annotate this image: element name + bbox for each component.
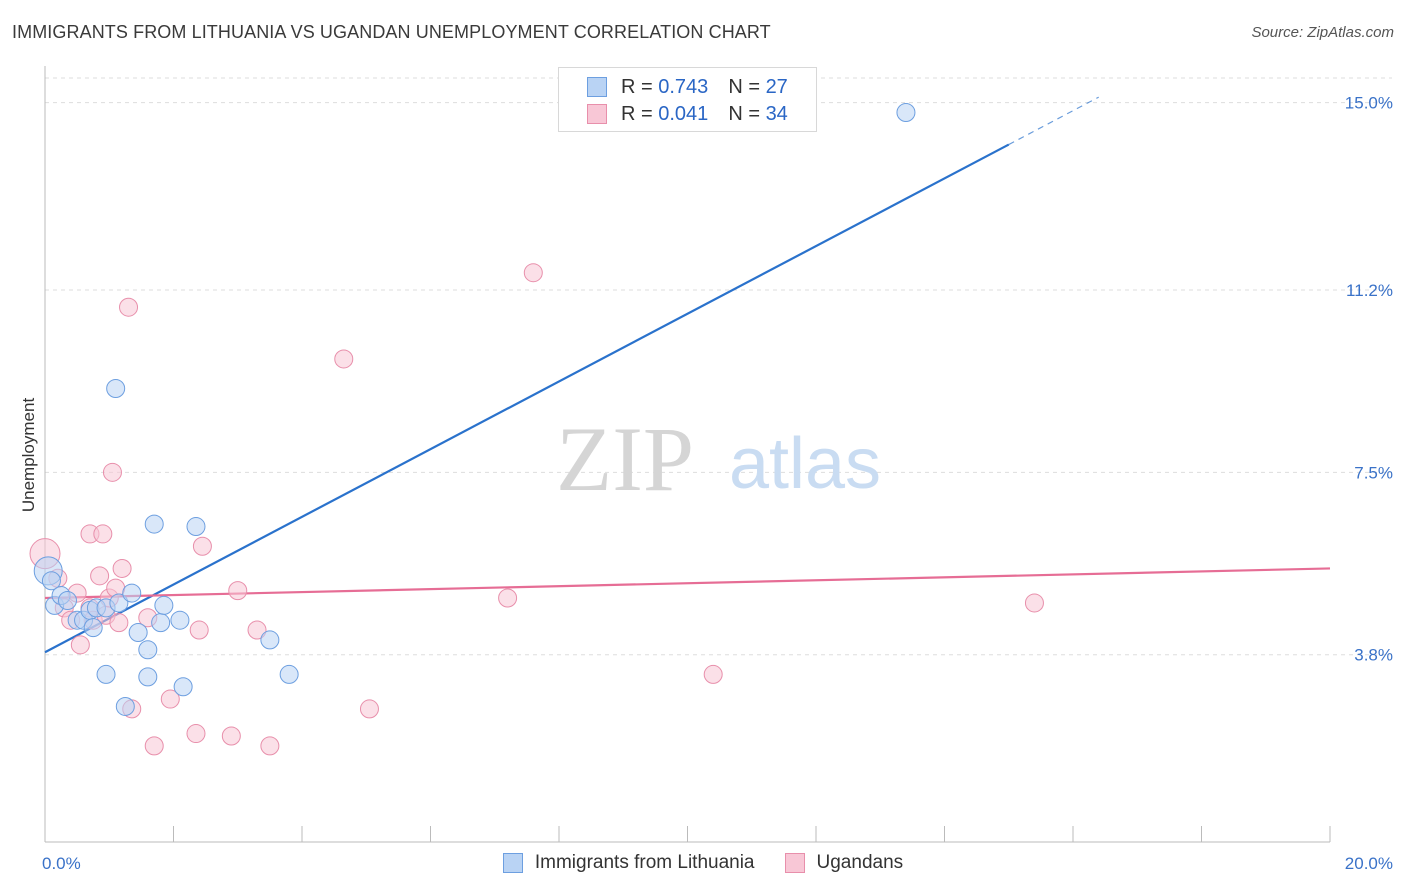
gridlines xyxy=(45,77,1392,656)
r-label: R = xyxy=(621,75,653,98)
n-value: 27 xyxy=(765,75,788,98)
legend-item-ugandans[interactable]: Ugandans xyxy=(784,852,904,874)
lithuania-point xyxy=(96,664,116,684)
watermark-atlas: atlas xyxy=(729,424,881,504)
stats-legend: R = 0.743 N = 27 R = 0.041 N = 34 xyxy=(558,67,817,132)
ugandans-point xyxy=(498,588,518,608)
r-value: 0.743 xyxy=(658,75,709,98)
ugandans-point xyxy=(523,263,543,283)
ugandans-point xyxy=(70,635,90,655)
trend-lines xyxy=(44,96,1331,654)
lithuania-trend-line xyxy=(44,143,1010,654)
lithuania-point xyxy=(115,696,135,716)
lithuania-point xyxy=(83,618,103,638)
stats-legend-row-ugandans: R = 0.041 N = 34 xyxy=(587,101,788,127)
lithuania-point xyxy=(128,623,148,643)
ugandans-point xyxy=(192,536,212,556)
ugandans-point xyxy=(112,558,132,578)
y-tick-label: 15.0% xyxy=(1345,94,1393,113)
ugandans-point xyxy=(189,620,209,640)
legend-label: Immigrants from Lithuania xyxy=(534,852,755,873)
chart-title: IMMIGRANTS FROM LITHUANIA VS UGANDAN UNE… xyxy=(12,22,771,42)
lithuania-point xyxy=(173,677,193,697)
n-value: 34 xyxy=(765,102,788,125)
r-value: 0.041 xyxy=(658,102,709,125)
n-label: N = xyxy=(728,75,760,98)
lithuania-point xyxy=(154,595,174,615)
legend-swatch-blue xyxy=(502,853,523,873)
ugandans-point xyxy=(90,566,110,586)
ugandans-point xyxy=(93,524,113,544)
ugandans-point xyxy=(160,689,180,709)
watermark-zip: ZIP xyxy=(556,408,694,510)
lithuania-point xyxy=(279,664,299,684)
ugandans-point xyxy=(247,620,267,640)
y-tick-label: 11.2% xyxy=(1346,281,1393,300)
series-legend: Immigrants from Lithuania Ugandans xyxy=(0,852,1406,874)
stats-legend-row-lithuania: R = 0.743 N = 27 xyxy=(587,74,788,100)
legend-swatch-pink xyxy=(784,853,805,873)
y-tick-label: 3.8% xyxy=(1354,646,1393,665)
watermark: ZIP atlas xyxy=(556,408,881,510)
legend-swatch-blue xyxy=(587,77,607,97)
legend-label: Ugandans xyxy=(816,852,904,873)
n-label: N = xyxy=(728,102,760,125)
r-label: R = xyxy=(621,102,653,125)
lithuania-point xyxy=(138,640,158,660)
ugandans-point xyxy=(334,349,354,369)
lithuania-point xyxy=(144,514,164,534)
lithuania-point xyxy=(186,517,206,537)
source-label: Source: ZipAtlas.com xyxy=(1251,24,1394,41)
lithuania-point xyxy=(151,613,171,633)
ugandans-point xyxy=(228,581,248,601)
ugandans-point xyxy=(109,613,129,633)
lithuania-point xyxy=(57,590,77,610)
axes xyxy=(44,66,1331,843)
lithuania-trend-extension xyxy=(1008,96,1099,146)
y-tick-label: 7.5% xyxy=(1354,463,1393,482)
lithuania-point xyxy=(170,610,190,630)
ugandans-point xyxy=(102,462,122,482)
ugandans-point xyxy=(221,726,241,746)
x-tick-label: 20.0% xyxy=(1345,854,1393,873)
lithuania-point xyxy=(260,630,280,650)
lithuania-point xyxy=(41,571,61,591)
lithuania-point xyxy=(122,583,142,603)
legend-item-lithuania[interactable]: Immigrants from Lithuania xyxy=(502,852,755,874)
legend-swatch-pink xyxy=(587,104,607,124)
lithuania-point xyxy=(138,667,158,687)
ugandans-point xyxy=(703,664,723,684)
ugandans-point xyxy=(119,297,139,317)
ugandans-point xyxy=(144,736,164,756)
ugandans-point xyxy=(260,736,280,756)
x-tick-label: 0.0% xyxy=(42,854,81,873)
data-points xyxy=(29,103,1044,756)
tick-labels: 3.8% 7.5% 11.2% 15.0% 0.0% 20.0% xyxy=(42,94,1393,873)
lithuania-point xyxy=(109,593,129,613)
y-axis-label: Unemployment xyxy=(19,398,38,513)
lithuania-point xyxy=(896,103,916,123)
lithuania-point xyxy=(106,379,126,399)
ugandans-trend-line xyxy=(44,567,1331,600)
ugandans-point xyxy=(186,724,206,744)
ugandans-point xyxy=(359,699,379,719)
ugandans-point xyxy=(1024,593,1044,613)
